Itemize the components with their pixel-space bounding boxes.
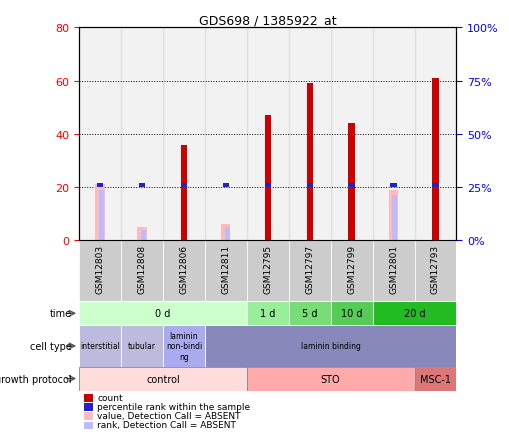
Text: GSM12793: GSM12793 [430, 244, 439, 293]
Text: 5 d: 5 d [301, 309, 317, 319]
Bar [79, 28, 121, 241]
Bar [180, 145, 187, 241]
Bar [414, 367, 456, 391]
Bar [121, 28, 162, 241]
Bar [414, 241, 456, 302]
Text: tubular: tubular [128, 342, 156, 351]
Bar [162, 28, 205, 241]
Bar [391, 196, 397, 241]
Bar [288, 302, 330, 326]
Bar [205, 326, 456, 367]
Text: time: time [49, 309, 71, 319]
Text: laminin binding: laminin binding [300, 342, 360, 351]
Bar [288, 241, 330, 302]
Bar [306, 183, 312, 188]
Text: GSM12797: GSM12797 [304, 244, 314, 293]
Bar [205, 28, 246, 241]
Bar [372, 241, 414, 302]
Bar [246, 302, 288, 326]
Bar [79, 367, 246, 391]
Text: MSC-1: MSC-1 [419, 374, 450, 384]
Bar [162, 326, 205, 367]
Bar [348, 124, 354, 241]
Bar [162, 241, 205, 302]
Text: 0 d: 0 d [155, 309, 171, 319]
Bar [121, 241, 162, 302]
Text: GSM12799: GSM12799 [347, 244, 355, 293]
Bar [224, 227, 229, 241]
Text: STO: STO [320, 374, 340, 384]
Text: value, Detection Call = ABSENT: value, Detection Call = ABSENT [97, 411, 240, 420]
Bar [432, 183, 438, 188]
Text: GSM12803: GSM12803 [95, 244, 104, 293]
Bar [121, 326, 162, 367]
Bar [79, 326, 121, 367]
Bar [137, 227, 146, 241]
Text: control: control [146, 374, 180, 384]
Bar [330, 241, 372, 302]
Bar [221, 225, 230, 241]
Bar [79, 241, 121, 302]
Text: GSM12811: GSM12811 [221, 244, 230, 293]
Text: count: count [97, 393, 123, 401]
Bar [140, 230, 146, 241]
Bar [390, 183, 396, 188]
Bar [246, 28, 288, 241]
Bar [264, 183, 270, 188]
Bar [79, 302, 246, 326]
Bar [306, 84, 312, 241]
Bar [348, 183, 354, 188]
Text: percentile rank within the sample: percentile rank within the sample [97, 402, 250, 411]
Bar [97, 183, 103, 188]
Text: 1 d: 1 d [260, 309, 275, 319]
Bar [138, 183, 145, 188]
Bar [222, 183, 229, 188]
Bar [414, 28, 456, 241]
Bar [388, 191, 398, 241]
Bar [330, 28, 372, 241]
Bar [246, 367, 414, 391]
Bar [288, 28, 330, 241]
Bar [330, 302, 372, 326]
Text: GSM12795: GSM12795 [263, 244, 272, 293]
Text: laminin
non-bindi
ng: laminin non-bindi ng [165, 331, 202, 361]
Title: GDS698 / 1385922_at: GDS698 / 1385922_at [199, 14, 336, 27]
Bar [372, 28, 414, 241]
Text: GSM12801: GSM12801 [388, 244, 397, 293]
Text: GSM12808: GSM12808 [137, 244, 146, 293]
Bar [264, 116, 270, 241]
Bar [99, 191, 104, 241]
Text: 20 d: 20 d [403, 309, 425, 319]
Bar [205, 241, 246, 302]
Bar [432, 79, 438, 241]
Text: GSM12806: GSM12806 [179, 244, 188, 293]
Bar [372, 302, 456, 326]
Text: cell type: cell type [30, 341, 71, 351]
Bar [95, 185, 104, 241]
Bar [180, 183, 187, 188]
Bar [246, 241, 288, 302]
Text: rank, Detection Call = ABSENT: rank, Detection Call = ABSENT [97, 420, 236, 429]
Text: interstitial: interstitial [80, 342, 120, 351]
Text: growth protocol: growth protocol [0, 374, 71, 384]
Text: 10 d: 10 d [340, 309, 362, 319]
